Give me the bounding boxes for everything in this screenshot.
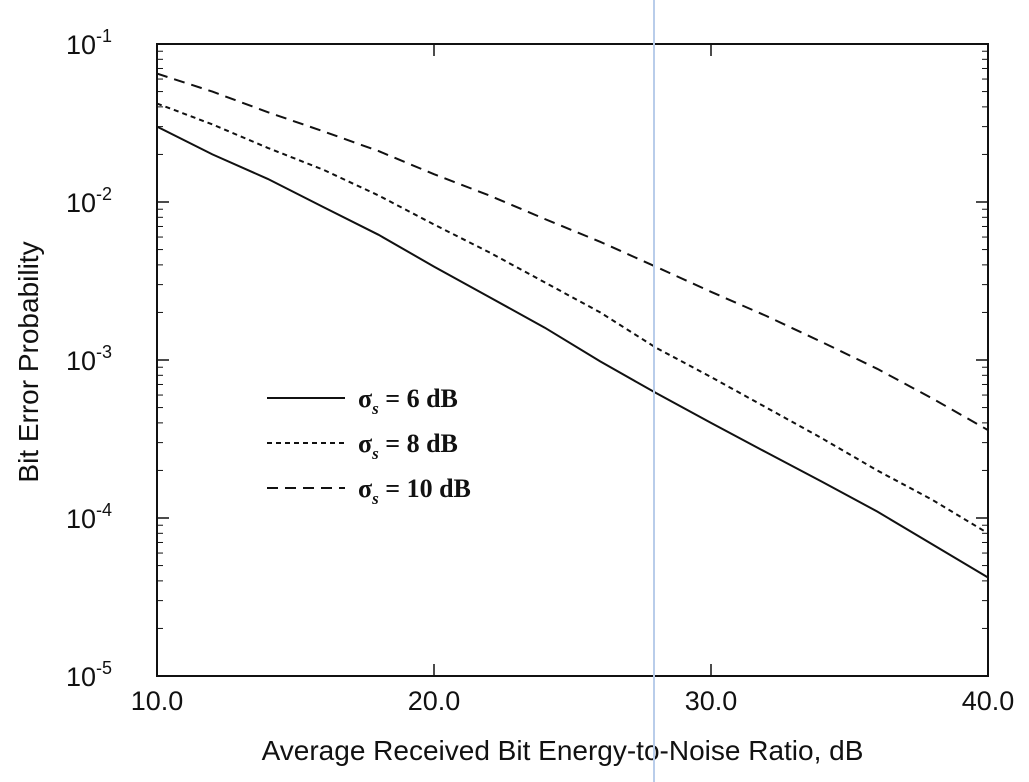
axis-ticks (156, 43, 989, 677)
legend-label-1: σs = 6 dB (358, 384, 458, 418)
x-tick-label: 10.0 (131, 686, 184, 716)
x-tick-label: 40.0 (962, 686, 1015, 716)
y-axis-label: Bit Error Probability (13, 241, 44, 482)
y-tick-label: 10-4 (66, 500, 112, 534)
series-line-2 (156, 102, 989, 535)
plot-area-frame (156, 43, 989, 677)
series-lines (156, 72, 989, 579)
legend: σs = 6 dB σs = 8 dB σs = 10 dB (267, 384, 471, 508)
series-line-1 (156, 125, 989, 579)
y-tick-label: 10-5 (66, 658, 112, 692)
y-tick-label: 10-2 (66, 184, 112, 218)
legend-label-2: σs = 8 dB (358, 429, 458, 463)
x-tick-label: 30.0 (685, 686, 738, 716)
x-axis-label: Average Received Bit Energy-to-Noise Rat… (262, 735, 864, 766)
y-tick-label: 10-3 (66, 342, 112, 376)
y-tick-label: 10-1 (66, 26, 112, 60)
y-tick-labels: 10-1 10-2 10-3 10-4 10-5 (66, 26, 112, 692)
x-tick-labels: 10.0 20.0 30.0 40.0 (131, 686, 1015, 716)
series-line-3 (156, 72, 989, 431)
legend-label-3: σs = 10 dB (358, 474, 471, 508)
x-tick-label: 20.0 (408, 686, 461, 716)
